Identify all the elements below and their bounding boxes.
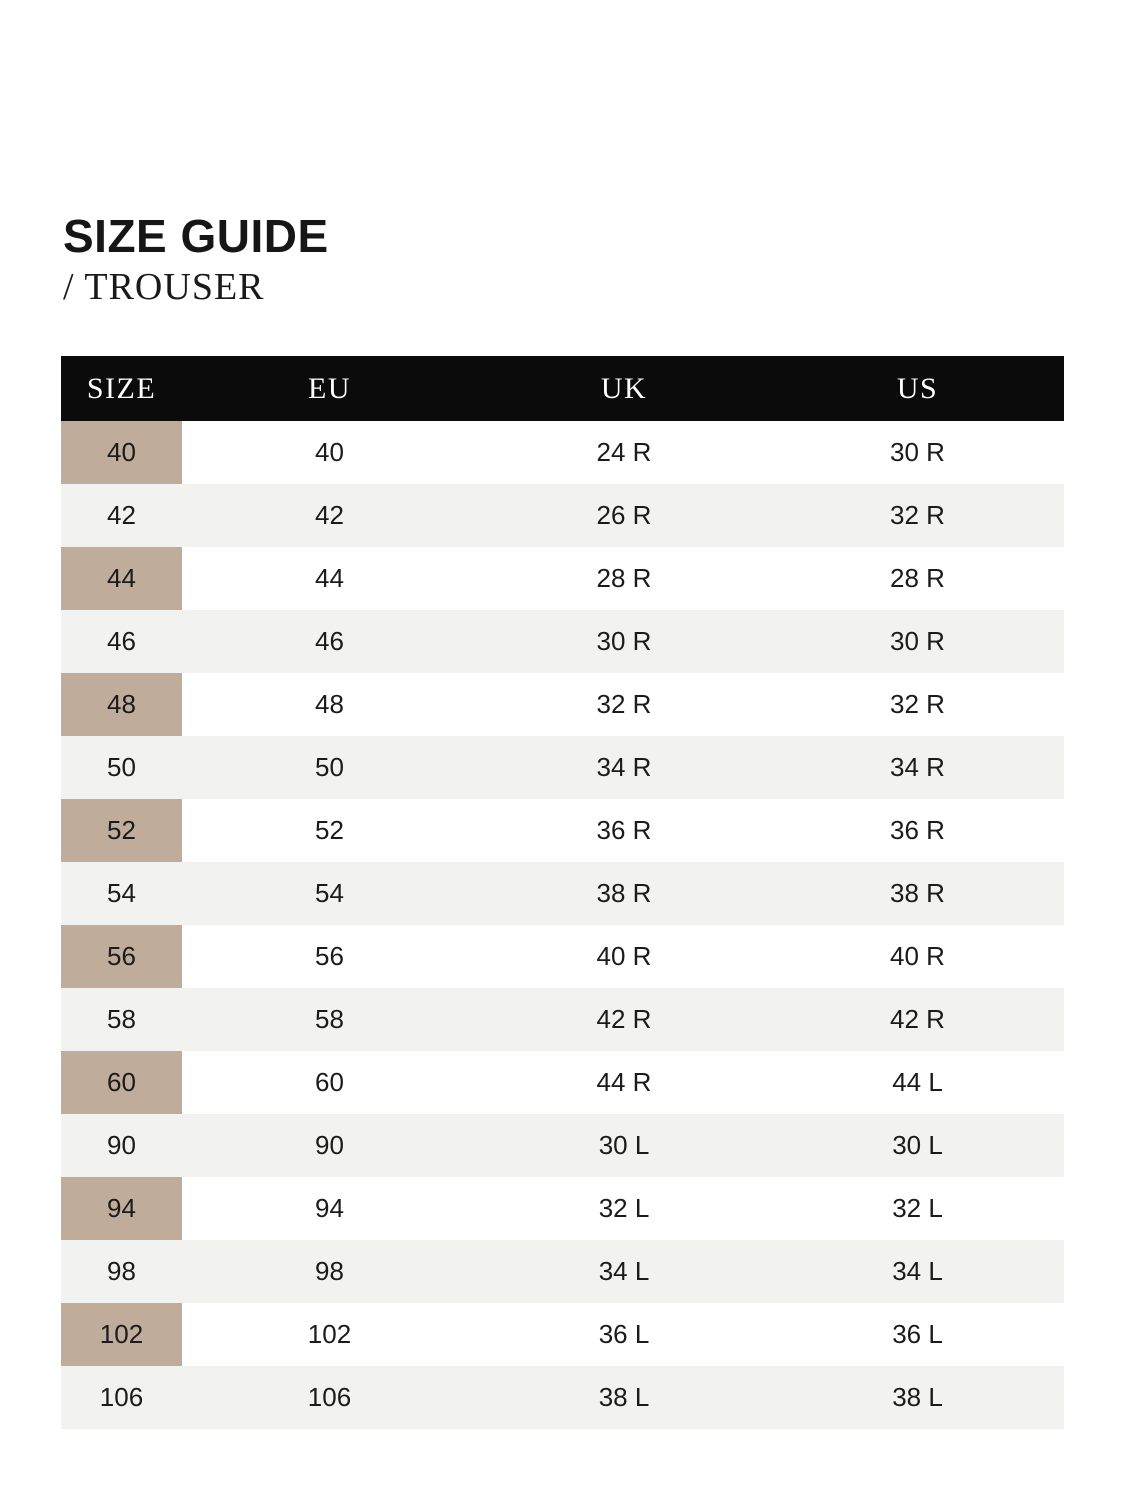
us-cell: 32 L xyxy=(771,1177,1064,1240)
us-cell: 40 R xyxy=(771,925,1064,988)
us-cell: 30 R xyxy=(771,421,1064,484)
us-cell: 34 R xyxy=(771,736,1064,799)
page-subtitle: / TROUSER xyxy=(63,266,265,308)
table-row: 40 40 24 R 30 R xyxy=(61,421,1064,484)
us-cell: 38 L xyxy=(771,1366,1064,1429)
uk-cell: 24 R xyxy=(477,421,771,484)
us-cell: 30 L xyxy=(771,1114,1064,1177)
eu-cell: 94 xyxy=(182,1177,477,1240)
table-row: 46 46 30 R 30 R xyxy=(61,610,1064,673)
table-row: 106 106 38 L 38 L xyxy=(61,1366,1064,1429)
table-row: 48 48 32 R 32 R xyxy=(61,673,1064,736)
us-cell: 36 L xyxy=(771,1303,1064,1366)
uk-cell: 34 R xyxy=(477,736,771,799)
uk-cell: 32 L xyxy=(477,1177,771,1240)
page-title: SIZE GUIDE xyxy=(63,210,329,262)
uk-cell: 38 L xyxy=(477,1366,771,1429)
uk-cell: 42 R xyxy=(477,988,771,1051)
size-guide-table: SIZE EU UK US 40 40 24 R 30 R 42 42 26 R 32 R 44… xyxy=(61,356,1064,1429)
uk-cell: 44 R xyxy=(477,1051,771,1114)
size-cell: 42 xyxy=(61,484,182,547)
table-row: 102 102 36 L 36 L xyxy=(61,1303,1064,1366)
table-row: 44 44 28 R 28 R xyxy=(61,547,1064,610)
uk-cell: 26 R xyxy=(477,484,771,547)
eu-cell: 46 xyxy=(182,610,477,673)
table-row: 42 42 26 R 32 R xyxy=(61,484,1064,547)
eu-cell: 98 xyxy=(182,1240,477,1303)
us-cell: 34 L xyxy=(771,1240,1064,1303)
uk-cell: 28 R xyxy=(477,547,771,610)
size-cell: 48 xyxy=(61,673,182,736)
table-row: 52 52 36 R 36 R xyxy=(61,799,1064,862)
uk-cell: 30 R xyxy=(477,610,771,673)
size-cell: 90 xyxy=(61,1114,182,1177)
eu-cell: 42 xyxy=(182,484,477,547)
title-block: SIZE GUIDE / TROUSER xyxy=(63,213,329,306)
eu-cell: 60 xyxy=(182,1051,477,1114)
column-header-eu: EU xyxy=(182,356,477,421)
uk-cell: 38 R xyxy=(477,862,771,925)
column-header-size: SIZE xyxy=(61,356,182,421)
table-row: 54 54 38 R 38 R xyxy=(61,862,1064,925)
table-row: 58 58 42 R 42 R xyxy=(61,988,1064,1051)
column-header-us: US xyxy=(771,356,1064,421)
us-cell: 28 R xyxy=(771,547,1064,610)
us-cell: 44 L xyxy=(771,1051,1064,1114)
eu-cell: 50 xyxy=(182,736,477,799)
us-cell: 30 R xyxy=(771,610,1064,673)
eu-cell: 48 xyxy=(182,673,477,736)
table-header: SIZE EU UK US xyxy=(61,356,1064,421)
size-cell: 52 xyxy=(61,799,182,862)
table-row: 60 60 44 R 44 L xyxy=(61,1051,1064,1114)
size-cell: 102 xyxy=(61,1303,182,1366)
eu-cell: 56 xyxy=(182,925,477,988)
size-cell: 40 xyxy=(61,421,182,484)
size-cell: 106 xyxy=(61,1366,182,1429)
uk-cell: 34 L xyxy=(477,1240,771,1303)
us-cell: 38 R xyxy=(771,862,1064,925)
size-cell: 46 xyxy=(61,610,182,673)
size-cell: 56 xyxy=(61,925,182,988)
uk-cell: 36 L xyxy=(477,1303,771,1366)
us-cell: 36 R xyxy=(771,799,1064,862)
us-cell: 42 R xyxy=(771,988,1064,1051)
size-cell: 50 xyxy=(61,736,182,799)
size-cell: 60 xyxy=(61,1051,182,1114)
eu-cell: 90 xyxy=(182,1114,477,1177)
table-row: 94 94 32 L 32 L xyxy=(61,1177,1064,1240)
eu-cell: 44 xyxy=(182,547,477,610)
us-cell: 32 R xyxy=(771,484,1064,547)
uk-cell: 40 R xyxy=(477,925,771,988)
table-row: 98 98 34 L 34 L xyxy=(61,1240,1064,1303)
size-cell: 44 xyxy=(61,547,182,610)
table-header-row: SIZE EU UK US xyxy=(61,356,1064,421)
eu-cell: 40 xyxy=(182,421,477,484)
size-cell: 58 xyxy=(61,988,182,1051)
table-row: 56 56 40 R 40 R xyxy=(61,925,1064,988)
size-cell: 54 xyxy=(61,862,182,925)
us-cell: 32 R xyxy=(771,673,1064,736)
table-row: 50 50 34 R 34 R xyxy=(61,736,1064,799)
uk-cell: 30 L xyxy=(477,1114,771,1177)
uk-cell: 36 R xyxy=(477,799,771,862)
eu-cell: 102 xyxy=(182,1303,477,1366)
table-row: 90 90 30 L 30 L xyxy=(61,1114,1064,1177)
eu-cell: 52 xyxy=(182,799,477,862)
uk-cell: 32 R xyxy=(477,673,771,736)
size-table-body: 40 40 24 R 30 R 42 42 26 R 32 R 44 44 28 R 28 R 46 46… xyxy=(61,421,1064,1429)
size-cell: 94 xyxy=(61,1177,182,1240)
size-cell: 98 xyxy=(61,1240,182,1303)
column-header-uk: UK xyxy=(477,356,771,421)
eu-cell: 58 xyxy=(182,988,477,1051)
eu-cell: 54 xyxy=(182,862,477,925)
eu-cell: 106 xyxy=(182,1366,477,1429)
